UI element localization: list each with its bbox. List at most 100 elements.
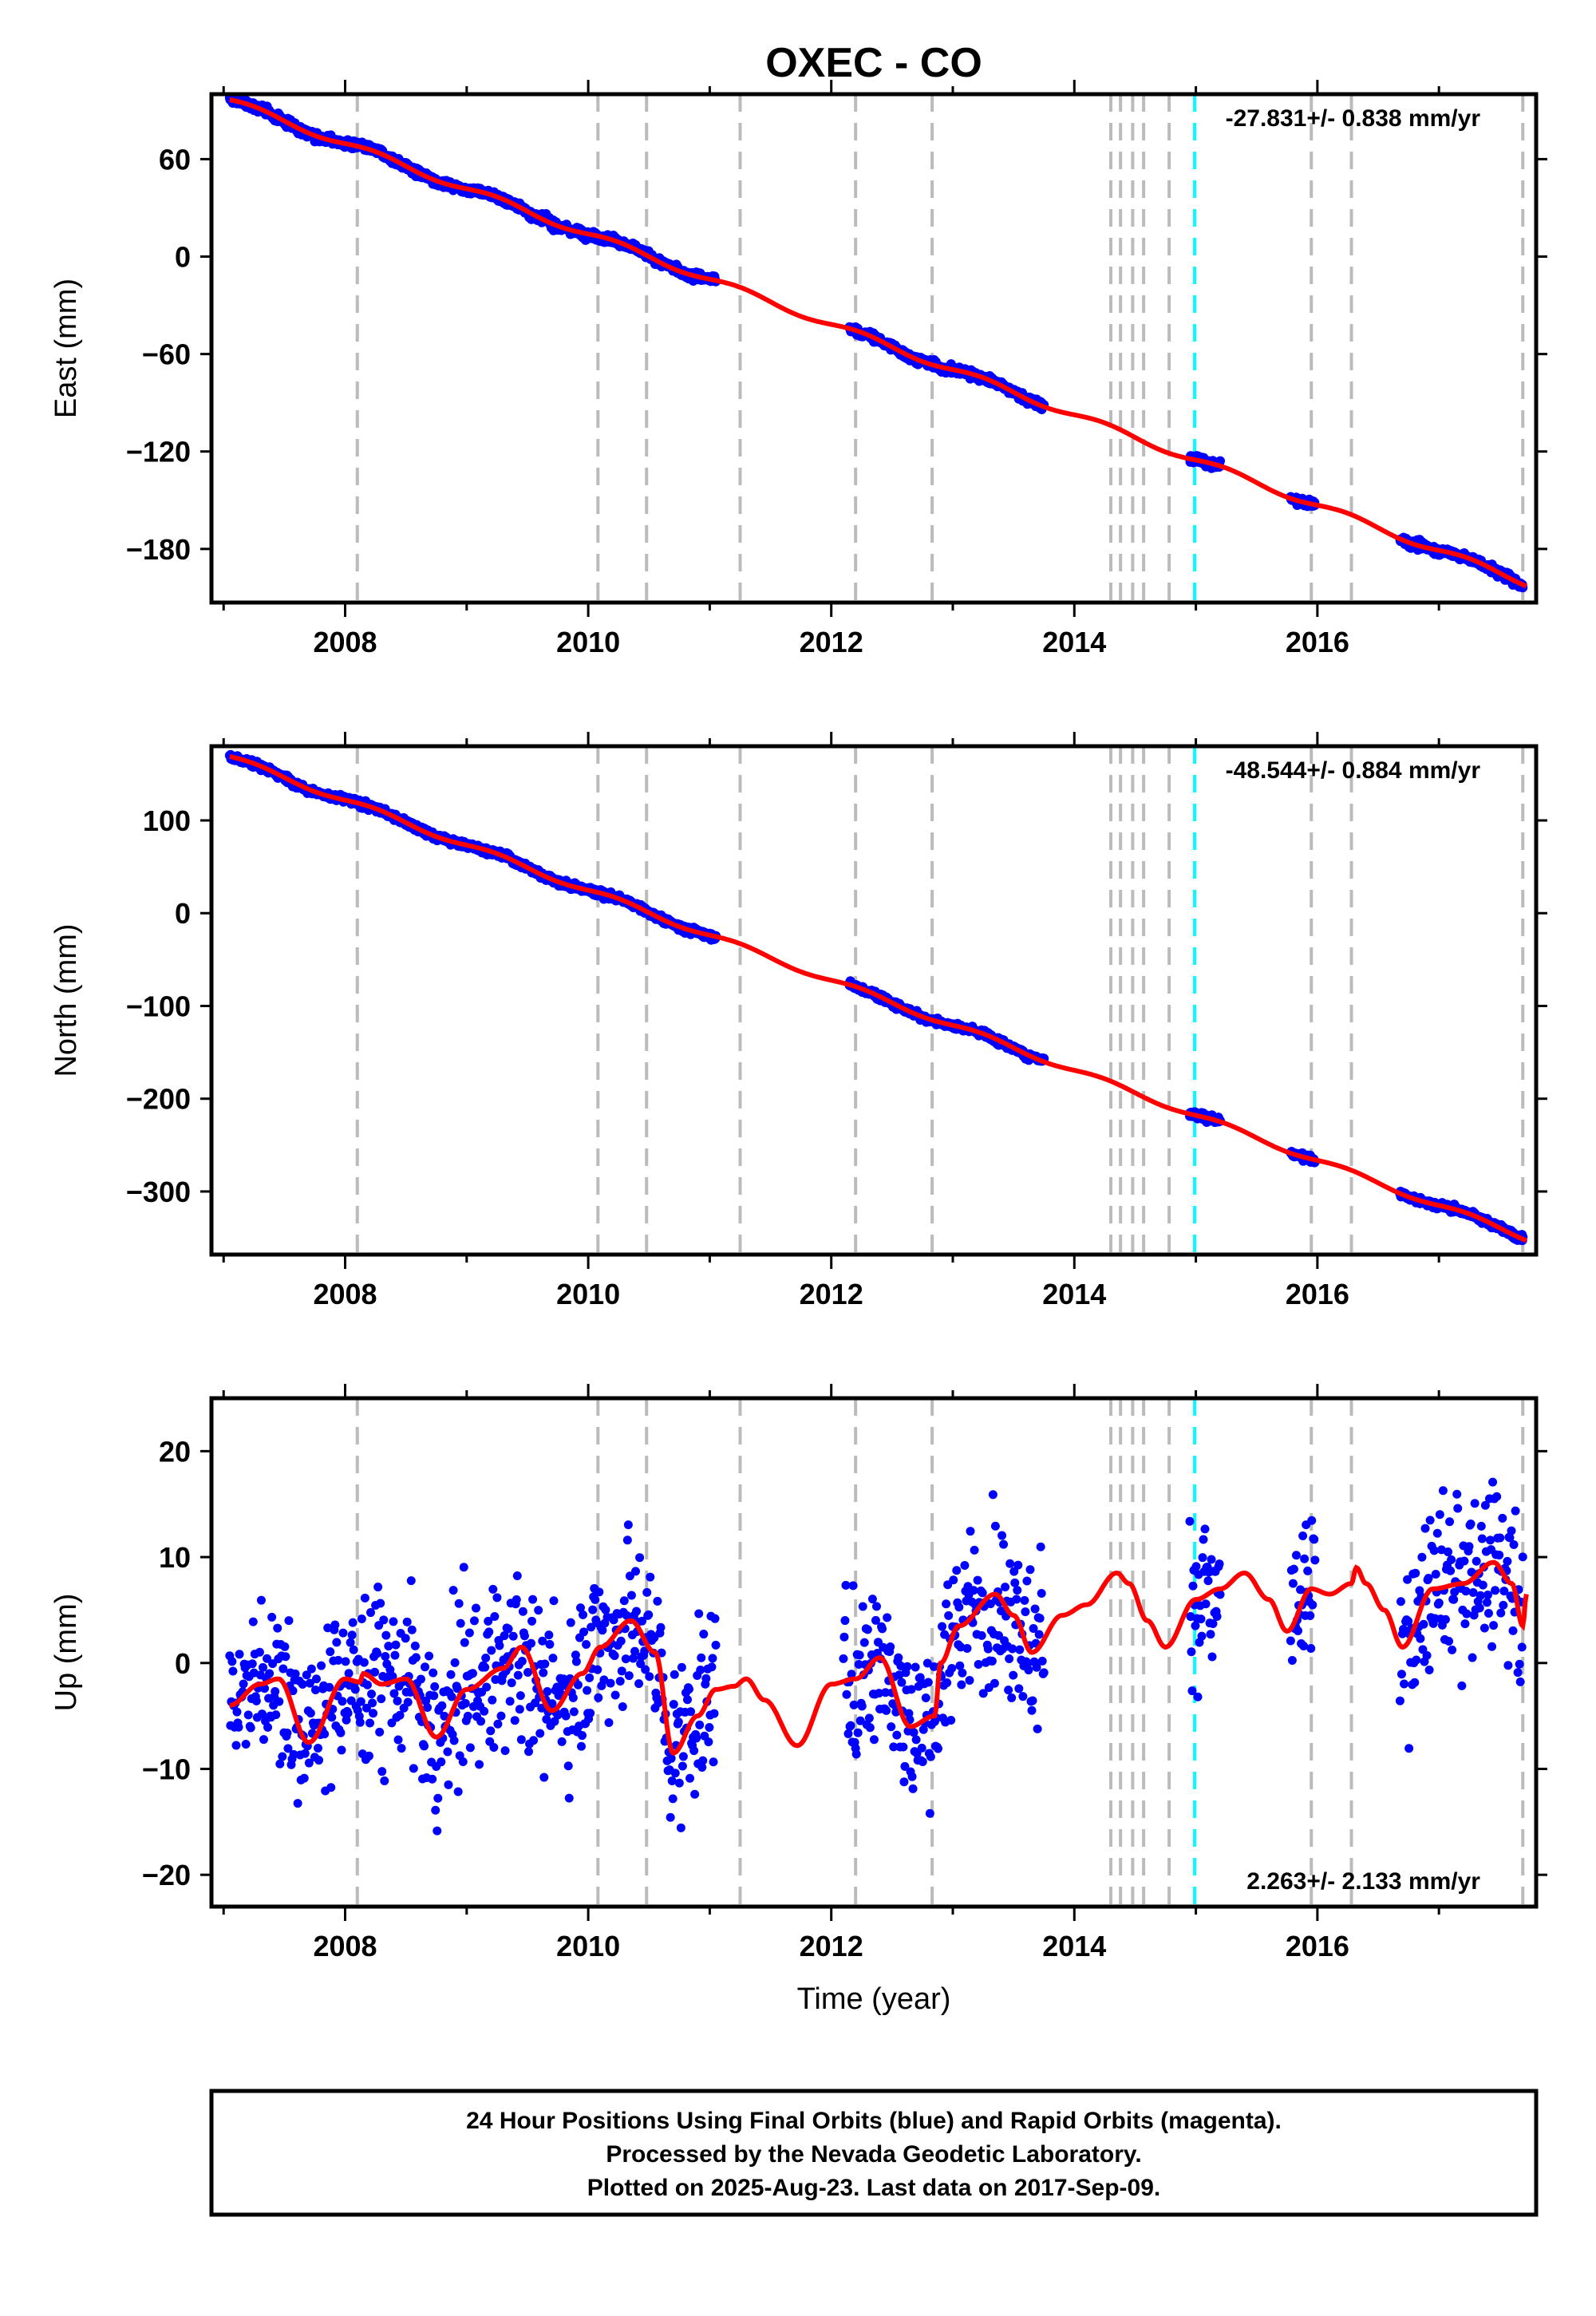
data-point bbox=[453, 1787, 463, 1796]
data-point bbox=[606, 1678, 615, 1688]
data-point bbox=[364, 1751, 373, 1761]
data-point bbox=[239, 1679, 248, 1689]
x-tick-label: 2008 bbox=[313, 626, 377, 658]
data-point bbox=[338, 1628, 348, 1638]
data-point bbox=[480, 1662, 490, 1672]
data-point bbox=[886, 1642, 895, 1651]
x-tick-label: 2012 bbox=[800, 626, 863, 658]
data-point bbox=[709, 1757, 718, 1767]
data-point bbox=[449, 1736, 459, 1745]
data-point bbox=[517, 1656, 527, 1666]
data-point bbox=[500, 1746, 510, 1756]
data-point bbox=[373, 1649, 382, 1658]
data-point bbox=[946, 1715, 956, 1725]
data-point bbox=[516, 1735, 526, 1745]
data-point bbox=[710, 1614, 720, 1623]
data-point bbox=[894, 1653, 903, 1662]
data-point bbox=[332, 1638, 342, 1647]
data-point bbox=[1201, 1599, 1211, 1609]
data-point bbox=[1012, 1595, 1021, 1604]
data-point bbox=[1024, 1666, 1033, 1675]
data-point bbox=[594, 1693, 603, 1702]
data-point bbox=[1030, 1604, 1040, 1614]
data-point bbox=[678, 1761, 687, 1771]
data-point bbox=[851, 1749, 861, 1759]
data-point bbox=[865, 1723, 875, 1733]
data-point bbox=[263, 1722, 273, 1732]
data-point bbox=[857, 1701, 867, 1711]
data-point bbox=[529, 1736, 539, 1745]
data-point bbox=[918, 1757, 927, 1766]
data-point bbox=[1001, 1583, 1010, 1592]
data-point bbox=[431, 1805, 440, 1815]
data-point bbox=[563, 1761, 573, 1771]
data-point bbox=[306, 1709, 315, 1718]
data-point bbox=[1035, 1614, 1045, 1623]
data-point bbox=[377, 1767, 387, 1777]
data-point bbox=[585, 1673, 595, 1682]
data-point bbox=[685, 1773, 695, 1783]
x-tick-label: 2010 bbox=[556, 626, 620, 658]
y-tick-label: 0 bbox=[175, 897, 191, 930]
data-point bbox=[568, 1693, 578, 1702]
data-point bbox=[490, 1611, 500, 1621]
data-point bbox=[848, 1581, 858, 1591]
data-point bbox=[624, 1671, 634, 1681]
data-point bbox=[645, 1672, 654, 1682]
data-point bbox=[695, 1720, 705, 1729]
data-point bbox=[271, 1687, 280, 1697]
data-point bbox=[566, 1618, 575, 1627]
data-point bbox=[882, 1705, 891, 1715]
data-point bbox=[545, 1639, 555, 1649]
data-point bbox=[692, 1733, 701, 1743]
data-point bbox=[697, 1653, 706, 1662]
data-point bbox=[632, 1607, 642, 1616]
data-point bbox=[960, 1560, 970, 1570]
data-point bbox=[460, 1698, 470, 1708]
data-point bbox=[839, 1632, 849, 1642]
data-point bbox=[1015, 1645, 1025, 1654]
data-point bbox=[990, 1521, 1000, 1531]
data-point bbox=[917, 1743, 926, 1753]
data-point bbox=[527, 1638, 536, 1648]
data-point bbox=[622, 1535, 632, 1545]
y-tick-label: 60 bbox=[159, 143, 191, 176]
data-point bbox=[347, 1630, 357, 1640]
data-point bbox=[698, 1756, 708, 1765]
data-point bbox=[259, 1735, 268, 1745]
data-point bbox=[450, 1658, 460, 1667]
data-point bbox=[1200, 1524, 1210, 1534]
data-point bbox=[505, 1697, 515, 1706]
data-point bbox=[350, 1685, 360, 1694]
data-point bbox=[407, 1625, 417, 1634]
data-point bbox=[942, 1599, 951, 1609]
data-point bbox=[933, 1744, 942, 1753]
data-point bbox=[952, 1566, 962, 1575]
data-point bbox=[444, 1780, 453, 1789]
data-point bbox=[247, 1659, 257, 1669]
data-point bbox=[849, 1700, 859, 1709]
data-point bbox=[359, 1658, 369, 1667]
data-point bbox=[685, 1684, 694, 1694]
data-point bbox=[631, 1567, 641, 1576]
data-point bbox=[227, 1657, 237, 1666]
data-point bbox=[265, 1669, 275, 1678]
data-point bbox=[1039, 1668, 1049, 1678]
data-point bbox=[983, 1644, 993, 1654]
data-point bbox=[907, 1772, 917, 1781]
data-point bbox=[1022, 1576, 1032, 1586]
data-point bbox=[878, 1624, 887, 1634]
data-point bbox=[704, 1737, 713, 1747]
data-point bbox=[1185, 1516, 1195, 1526]
data-point bbox=[228, 1666, 238, 1676]
data-point bbox=[588, 1605, 598, 1614]
data-point bbox=[1027, 1705, 1037, 1715]
data-point bbox=[1013, 1586, 1022, 1595]
data-point bbox=[618, 1702, 627, 1712]
data-point bbox=[367, 1690, 377, 1699]
x-tick-label: 2014 bbox=[1042, 626, 1106, 658]
data-point bbox=[926, 1752, 935, 1761]
panel-frame bbox=[209, 92, 1539, 605]
